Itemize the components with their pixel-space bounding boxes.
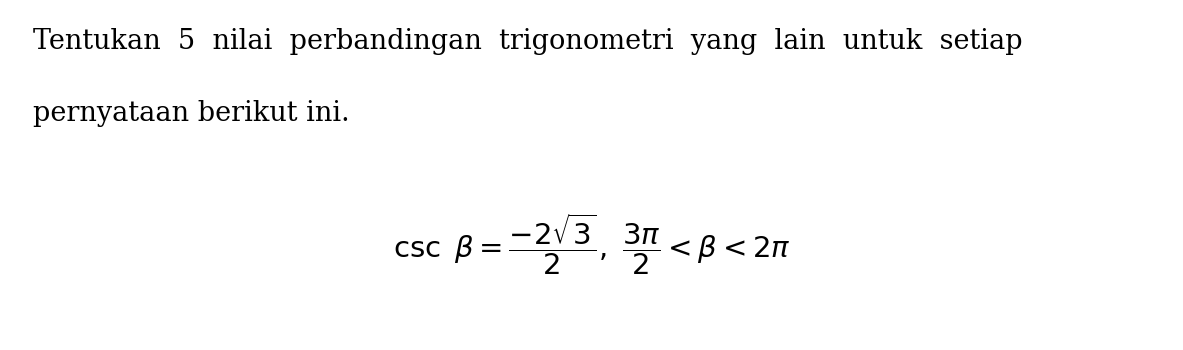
Text: Tentukan  5  nilai  perbandingan  trigonometri  yang  lain  untuk  setiap: Tentukan 5 nilai perbandingan trigonomet… [33,28,1022,55]
Text: pernyataan berikut ini.: pernyataan berikut ini. [33,99,349,127]
Text: $\csc\ \beta = \dfrac{-2\sqrt{3}}{2},\ \dfrac{3\pi}{2} < \beta < 2\pi$: $\csc\ \beta = \dfrac{-2\sqrt{3}}{2},\ \… [393,211,790,276]
